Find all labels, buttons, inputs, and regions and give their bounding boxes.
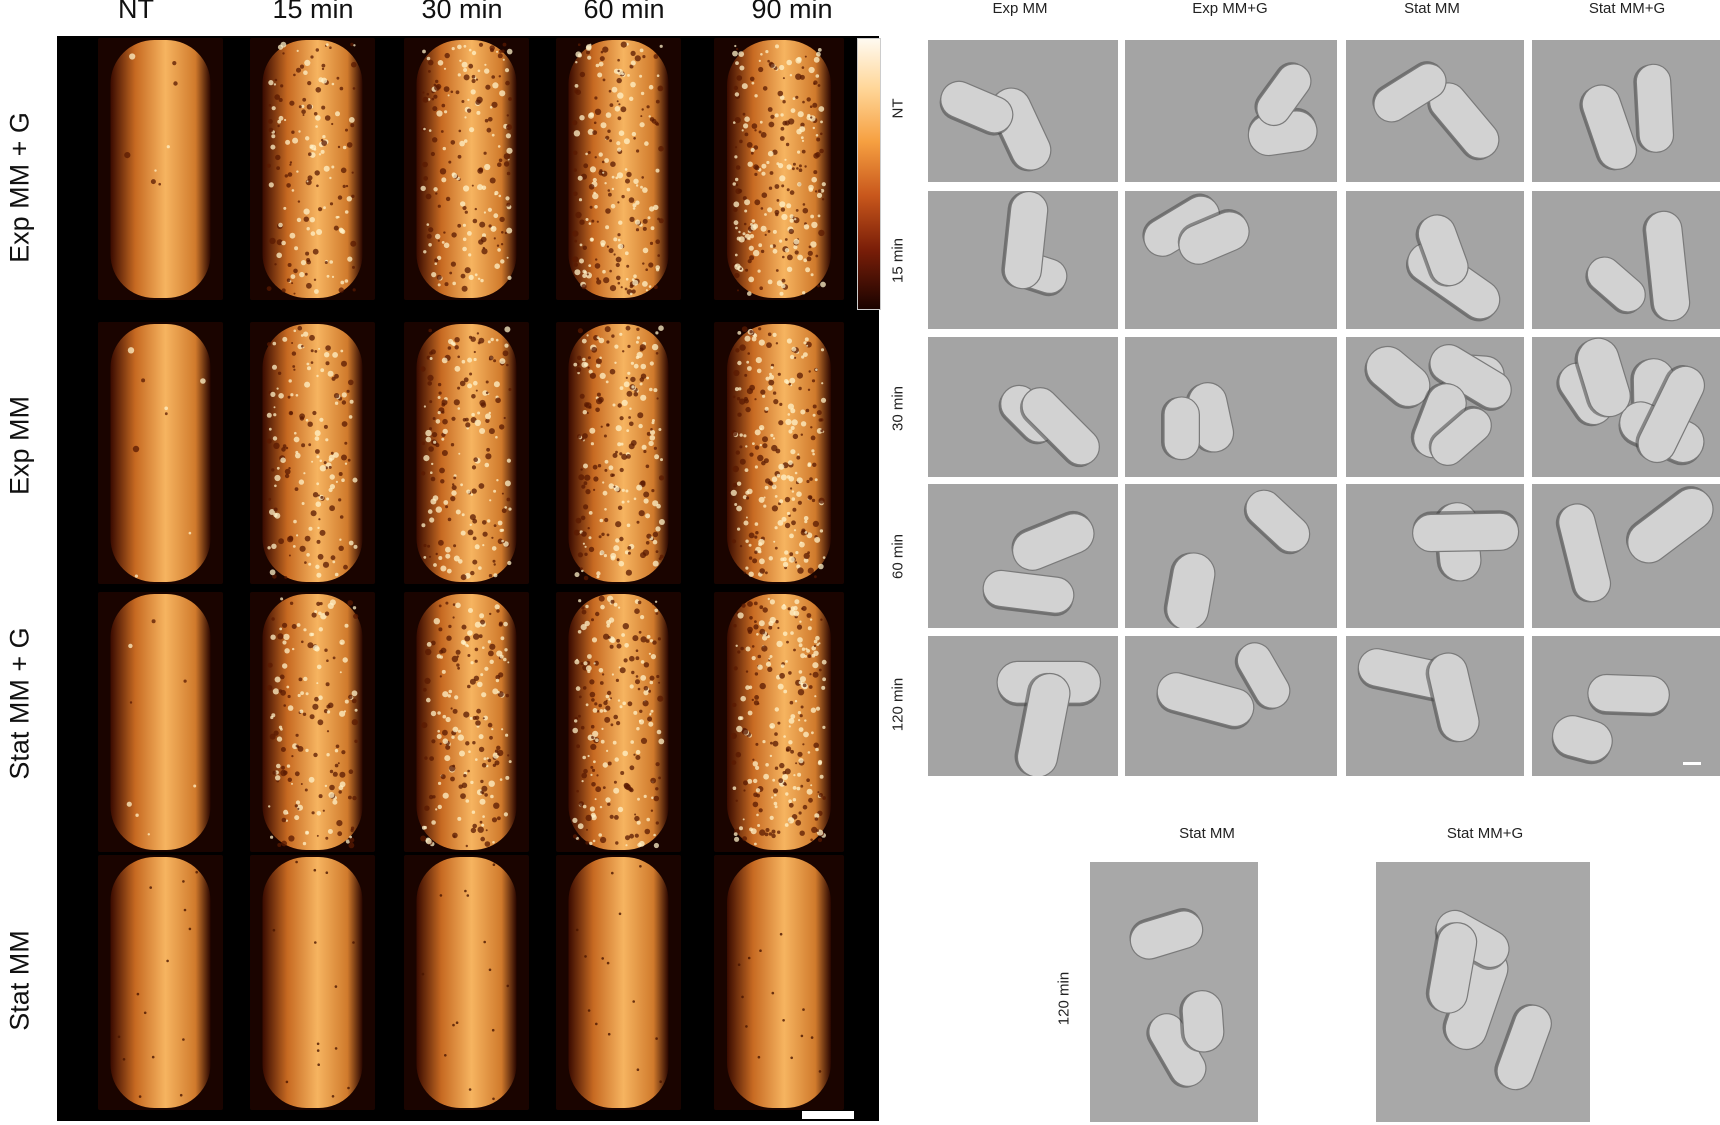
- sem-image-tile: [1125, 337, 1337, 477]
- afm-col-label-90: 90 min: [751, 0, 833, 24]
- sem-image-tile: [1346, 337, 1524, 477]
- sem-image-tile: [1346, 484, 1524, 628]
- afm-col-label-15: 15 min: [272, 0, 354, 24]
- afm-image-tile: [556, 855, 681, 1110]
- sem-col-label-exp-mm-g: Exp MM+G: [1192, 0, 1268, 17]
- sem-col-label-stat-mm: Stat MM: [1404, 0, 1460, 17]
- sem-image-tile: [928, 191, 1118, 329]
- sem-detail-image-tile: [1090, 862, 1258, 1122]
- sem-detail-col-label-stat-mm-g: Stat MM+G: [1446, 825, 1524, 842]
- afm-image-tile: [98, 855, 223, 1110]
- afm-scale-bar: [802, 1111, 854, 1119]
- sem-image-tile: [1532, 337, 1720, 477]
- sem-scale-bar: [1683, 762, 1701, 765]
- afm-image-tile: [714, 38, 844, 300]
- sem-image-tile: [1125, 636, 1337, 776]
- sem-image-tile: [1346, 191, 1524, 329]
- afm-col-label-30: 30 min: [421, 0, 503, 24]
- sem-image-tile: [928, 40, 1118, 182]
- afm-image-tile: [714, 592, 844, 852]
- sem-image-tile: [1532, 40, 1720, 182]
- afm-image-tile: [714, 322, 844, 584]
- sem-detail-row-label-120: 120 min: [1055, 971, 1073, 1026]
- sem-image-tile: [928, 636, 1118, 776]
- afm-image-tile: [404, 855, 529, 1110]
- afm-image-tile: [556, 38, 681, 300]
- sem-image-tile: [1532, 191, 1720, 329]
- sem-image-tile: [928, 484, 1118, 628]
- sem-image-tile: [928, 337, 1118, 477]
- afm-image-tile: [404, 592, 529, 852]
- sem-detail-image-tile: [1376, 862, 1590, 1122]
- afm-height-colorbar: [857, 38, 881, 310]
- afm-image-tile: [98, 38, 223, 300]
- afm-col-label-nt: NT: [118, 0, 154, 24]
- sem-image-tile: [1125, 40, 1337, 182]
- afm-col-label-60: 60 min: [583, 0, 665, 24]
- sem-detail-col-label-stat-mm: Stat MM: [1179, 825, 1235, 842]
- sem-image-tile: [1346, 636, 1524, 776]
- sem-row-label-120: 120 min: [889, 677, 907, 732]
- afm-image-tile: [250, 322, 375, 584]
- sem-image-tile: [1532, 484, 1720, 628]
- afm-image-tile: [404, 38, 529, 300]
- afm-row-label-stat-mm: Stat MM: [4, 930, 35, 1031]
- afm-row-label-exp-mm: Exp MM: [4, 396, 35, 496]
- afm-row-label-stat-mm-g: Stat MM + G: [4, 627, 35, 780]
- afm-row-label-exp-mm-g: Exp MM + G: [4, 112, 35, 263]
- afm-image-tile: [714, 855, 844, 1110]
- sem-image-tile: [1125, 484, 1337, 628]
- afm-image-tile: [250, 38, 375, 300]
- sem-row-label-60: 60 min: [889, 533, 907, 580]
- afm-image-tile: [250, 855, 375, 1110]
- afm-image-tile: [556, 592, 681, 852]
- afm-image-tile: [404, 322, 529, 584]
- afm-image-tile: [98, 322, 223, 584]
- sem-image-tile: [1125, 191, 1337, 329]
- sem-row-label-15: 15 min: [889, 237, 907, 284]
- sem-col-label-stat-mm-g: Stat MM+G: [1588, 0, 1666, 17]
- sem-col-label-exp-mm: Exp MM: [992, 0, 1048, 17]
- afm-image-tile: [98, 592, 223, 852]
- afm-image-tile: [250, 592, 375, 852]
- sem-row-label-nt: NT: [889, 98, 907, 119]
- sem-image-tile: [1346, 40, 1524, 182]
- sem-image-tile: [1532, 636, 1720, 776]
- afm-image-tile: [556, 322, 681, 584]
- sem-row-label-30: 30 min: [889, 385, 907, 432]
